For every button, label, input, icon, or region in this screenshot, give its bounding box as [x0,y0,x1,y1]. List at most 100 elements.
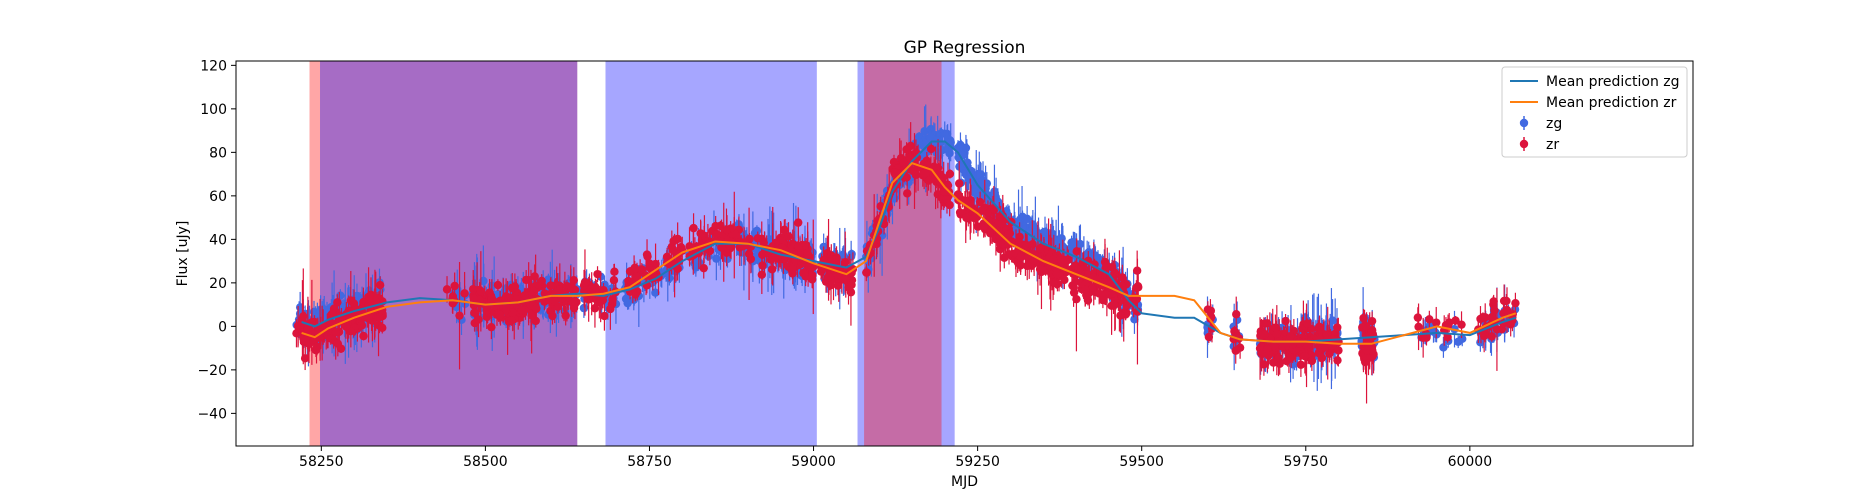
legend-label: Mean prediction zr [1546,95,1677,111]
zr-point [527,277,536,354]
legend-label: Mean prediction zg [1546,74,1680,90]
zr-point [493,279,503,291]
legend-item-zr: zr [1519,137,1559,153]
zr-point [530,264,539,289]
x-tick-label: 59500 [1119,454,1164,470]
y-axis-label: Flux [uJy] [175,221,191,287]
zr-point [328,308,337,319]
zr-point [1361,319,1370,333]
zr-point [717,235,726,260]
x-axis-label: MJD [951,474,978,490]
zr-point [1418,317,1428,358]
zr-point [1315,317,1324,337]
zr-point [669,236,678,246]
zg-point [915,133,924,152]
zr-point [1203,301,1213,318]
zr-point [487,315,496,340]
zr-point [1478,312,1488,323]
shaded-region-2 [320,61,578,446]
zr-point [595,285,604,319]
y-tick-label: 100 [200,102,227,118]
zr-point [1259,317,1269,331]
zr-point [1264,345,1273,366]
zr-point [696,219,705,248]
zr-point [1260,322,1270,347]
zr-point [610,263,619,280]
zr-point [326,332,335,345]
zr-point [1110,267,1119,278]
zr-point [371,271,380,331]
zr-point [1317,348,1327,368]
shaded-region-1 [320,61,578,446]
zr-point [1071,266,1080,297]
zr-point [357,313,367,338]
zr-point [794,224,803,269]
zr-point [1072,238,1081,265]
y-tick-label: 40 [209,232,227,248]
x-tick-label: 60000 [1448,454,1493,470]
zr-point [1414,303,1423,351]
shaded-region-0 [309,61,321,446]
zr-point [997,215,1006,232]
y-tick-label: 80 [209,145,227,161]
zr-point [1109,300,1119,310]
zr-point [1333,318,1342,337]
zr-point [862,267,871,278]
zr-point [476,251,486,332]
zr-point [689,213,698,243]
zg-point [1022,205,1032,232]
zr-point [455,261,464,370]
zr-point [569,267,578,294]
zr-point [1060,270,1069,290]
zr-point [1230,325,1239,337]
legend-item-mean-prediction-zg: Mean prediction zg [1510,74,1680,90]
zr-point [537,274,546,288]
zr-point [1362,336,1372,365]
zr-point [1490,303,1499,318]
y-tick-label: 120 [200,58,227,74]
zr-point [442,276,452,303]
chart-title: GP Regression [904,38,1026,58]
zr-point [507,315,516,326]
zr-point [378,322,387,334]
zg-point [623,296,632,310]
y-tick-label: 20 [209,276,227,292]
zr-point [920,166,929,181]
legend-item-mean-prediction-zr: Mean prediction zr [1510,95,1677,111]
zr-point [1232,296,1241,332]
zr-point [495,306,505,324]
zr-point [1489,294,1498,308]
x-tick-label: 59750 [1284,454,1329,470]
zg-point [1439,336,1448,358]
zr-point [699,257,708,279]
zr-point [722,215,732,245]
zr-point [803,231,812,276]
y-tick-label: 0 [218,319,227,335]
y-tick-label: 60 [209,189,227,205]
zr-point [341,314,351,339]
zr-point [637,263,647,276]
zr-point [1000,247,1009,269]
mean-prediction-line-zr [301,162,1517,345]
zr-point [336,344,346,354]
x-tick-label: 59250 [955,454,1000,470]
zr-point [1231,337,1240,364]
zr-point [1016,255,1025,275]
zr-point [891,166,900,179]
zr-point [1269,353,1278,372]
zr-point [600,301,609,331]
zr-point [945,169,955,179]
legend-box [1501,66,1688,158]
zr-point [753,231,762,246]
zr-point [1004,238,1013,250]
y-axis: −40 −20 0 20 40 60 80 100 120 [197,58,236,422]
y-tick-label: −40 [197,406,227,422]
zr-point [1048,254,1058,266]
zr-point [1425,310,1434,328]
plot-frame [235,60,1694,447]
zr-point [643,251,652,263]
zr-point [570,283,580,320]
zr-point [546,277,556,295]
y-tick-label: −20 [197,363,227,379]
